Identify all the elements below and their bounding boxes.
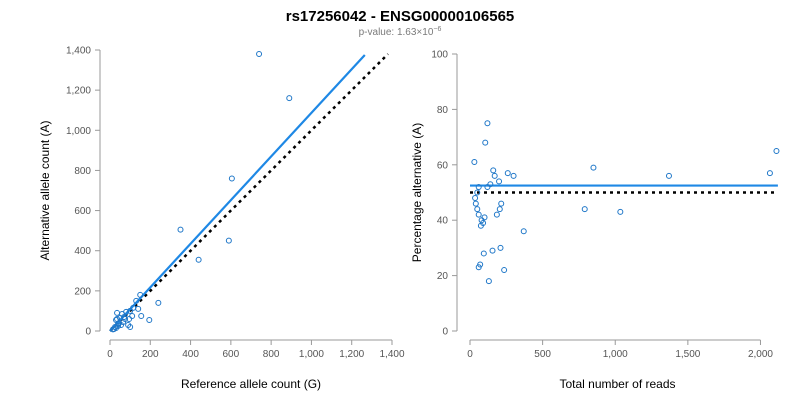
right-data-point bbox=[482, 139, 489, 146]
left-data-point bbox=[126, 315, 133, 322]
right-data-point bbox=[617, 208, 624, 215]
left-data-point bbox=[138, 312, 145, 319]
left-y-tick-label: 200 bbox=[74, 286, 91, 297]
left-data-point bbox=[110, 326, 117, 333]
right-data-point bbox=[474, 189, 481, 196]
right-data-point bbox=[475, 264, 482, 271]
left-data-point bbox=[115, 322, 122, 329]
chart-title: rs17256042 - ENSG00000106565 bbox=[286, 8, 515, 25]
right-data-point bbox=[590, 164, 597, 171]
left-data-point bbox=[137, 291, 144, 298]
right-data-point bbox=[498, 200, 505, 207]
right-data-point bbox=[475, 211, 482, 218]
p-value-text: p-value: 1.63×10 bbox=[359, 27, 434, 38]
left-y-tick-label: 800 bbox=[74, 166, 91, 177]
right-data-point bbox=[497, 244, 504, 251]
right-plot: 0 500 1,000 1,500 2,000 0 20 40 60 80 100 Total num… bbox=[410, 50, 780, 391]
left-y-tick-label: 600 bbox=[74, 206, 91, 217]
left-data-point bbox=[225, 237, 232, 244]
right-x-tick-label: 1,000 bbox=[603, 349, 628, 360]
right-data-point bbox=[472, 195, 479, 202]
right-data-point bbox=[501, 267, 508, 274]
right-y-tick-label: 80 bbox=[437, 105, 449, 116]
left-y-tick-label: 1,400 bbox=[66, 46, 91, 57]
right-x-tick-label: 0 bbox=[467, 349, 473, 360]
left-x-axis-title: Reference allele count (G) bbox=[181, 377, 321, 391]
right-x-axis-title: Total number of reads bbox=[559, 377, 675, 391]
left-y-tick-label: 400 bbox=[74, 246, 91, 257]
right-y-tick-label: 100 bbox=[431, 50, 448, 61]
left-data-point bbox=[130, 304, 137, 311]
right-data-point bbox=[581, 206, 588, 213]
left-data-point bbox=[195, 256, 202, 263]
right-data-point bbox=[471, 159, 478, 166]
right-y-tick-label: 0 bbox=[442, 327, 448, 338]
right-y-tick-label: 40 bbox=[437, 216, 449, 227]
left-x-tick-label: 400 bbox=[182, 349, 199, 360]
right-data-point bbox=[480, 219, 487, 226]
left-x-tick-label: 0 bbox=[107, 349, 113, 360]
right-data-point bbox=[520, 228, 527, 235]
chart-subtitle: p-value: 1.63×10−6 bbox=[359, 26, 442, 38]
left-x-tick-label: 1,200 bbox=[339, 349, 364, 360]
left-x-tick-label: 200 bbox=[142, 349, 159, 360]
left-data-point bbox=[114, 309, 121, 316]
left-data-point bbox=[135, 305, 142, 312]
left-x-tick-label: 600 bbox=[223, 349, 240, 360]
right-data-point bbox=[485, 278, 492, 285]
left-data-point bbox=[256, 51, 263, 58]
left-plot: 0 200 400 600 800 1,000 1,200 1,400 0 200 400 600 80… bbox=[38, 46, 405, 392]
right-data-point bbox=[472, 200, 479, 207]
right-data-point bbox=[475, 183, 482, 190]
left-data-point bbox=[129, 312, 136, 319]
right-data-point bbox=[490, 167, 497, 174]
left-data-point bbox=[127, 323, 134, 330]
right-data-point bbox=[493, 211, 500, 218]
left-x-tick-label: 1,400 bbox=[379, 349, 404, 360]
right-data-point bbox=[491, 172, 498, 179]
right-data-point bbox=[484, 183, 491, 190]
right-data-point bbox=[773, 147, 780, 154]
left-data-point bbox=[127, 307, 134, 314]
right-data-point bbox=[474, 206, 481, 213]
right-y-axis-title: Percentage alternative (A) bbox=[410, 123, 424, 262]
right-data-point bbox=[484, 120, 491, 127]
right-x-tick-label: 500 bbox=[534, 349, 551, 360]
right-data-point bbox=[504, 170, 511, 177]
left-x-tick-label: 800 bbox=[263, 349, 280, 360]
left-data-point bbox=[228, 175, 235, 182]
left-data-point bbox=[114, 315, 121, 322]
left-data-point bbox=[133, 297, 140, 304]
left-y-tick-label: 0 bbox=[85, 327, 91, 338]
left-y-tick-label: 1,000 bbox=[66, 126, 91, 137]
right-y-tick-label: 60 bbox=[437, 160, 449, 171]
left-data-point bbox=[177, 226, 184, 233]
left-fit-line bbox=[109, 54, 366, 332]
left-data-point bbox=[113, 316, 120, 323]
right-data-point bbox=[489, 247, 496, 254]
right-data-point bbox=[496, 206, 503, 213]
left-y-tick-label: 1,200 bbox=[66, 86, 91, 97]
right-y-tick-label: 20 bbox=[437, 271, 449, 282]
right-data-point bbox=[665, 172, 672, 179]
left-data-point bbox=[122, 315, 129, 322]
left-reference-line bbox=[109, 53, 389, 332]
right-data-point bbox=[510, 172, 517, 179]
right-data-point bbox=[481, 214, 488, 221]
left-data-point bbox=[146, 316, 153, 323]
right-data-point bbox=[496, 178, 503, 185]
left-y-axis-title: Alternative allele count (A) bbox=[38, 120, 52, 260]
right-x-tick-label: 1,500 bbox=[675, 349, 700, 360]
p-value-exponent: −6 bbox=[433, 26, 441, 33]
left-data-point bbox=[155, 299, 162, 306]
right-x-tick-label: 2,000 bbox=[748, 349, 773, 360]
right-data-point bbox=[766, 170, 773, 177]
right-data-point bbox=[480, 250, 487, 257]
left-data-point bbox=[286, 95, 293, 102]
left-x-tick-label: 1,000 bbox=[299, 349, 324, 360]
